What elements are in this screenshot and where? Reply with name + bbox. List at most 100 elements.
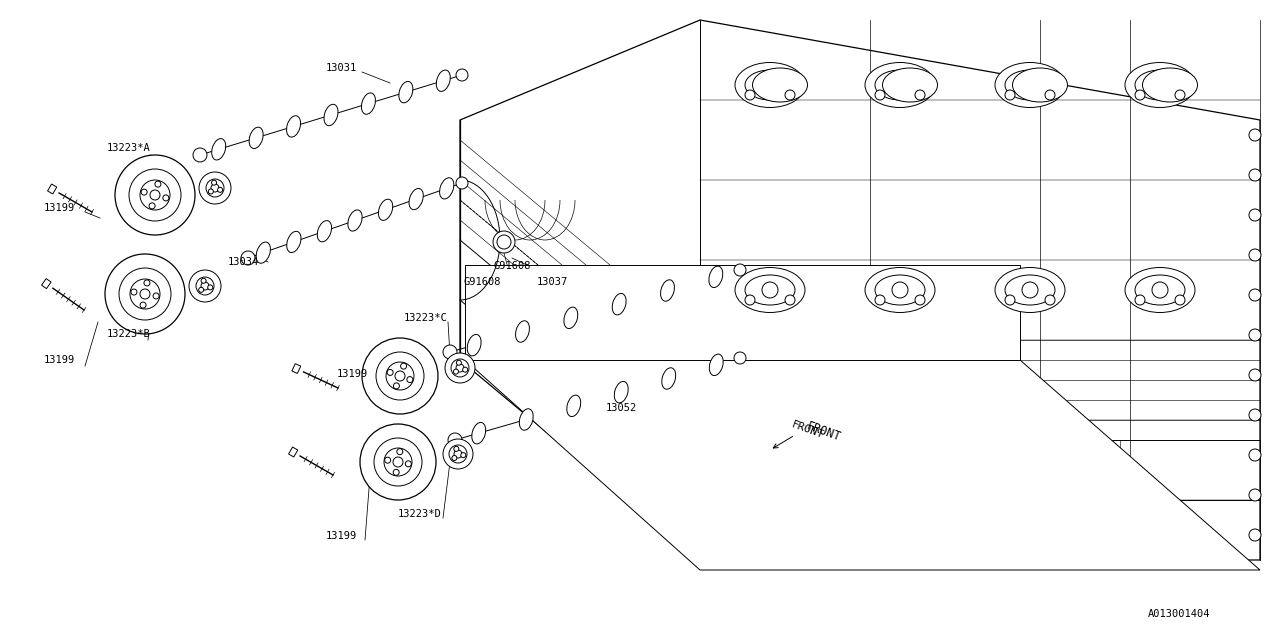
Polygon shape [288, 447, 298, 457]
Ellipse shape [876, 70, 925, 100]
Text: 13034: 13034 [228, 257, 260, 267]
Circle shape [163, 195, 169, 201]
Text: 13037: 13037 [538, 277, 568, 287]
Ellipse shape [1012, 68, 1068, 102]
Text: FRONT: FRONT [805, 420, 844, 444]
Ellipse shape [287, 231, 301, 253]
Circle shape [1152, 77, 1169, 93]
Circle shape [745, 90, 755, 100]
Text: 13199: 13199 [326, 531, 357, 541]
Ellipse shape [472, 422, 485, 444]
Circle shape [443, 345, 457, 359]
Polygon shape [41, 278, 51, 289]
Ellipse shape [361, 93, 375, 115]
Circle shape [1152, 282, 1169, 298]
Ellipse shape [324, 104, 338, 125]
Ellipse shape [317, 221, 332, 242]
Circle shape [1249, 489, 1261, 501]
Circle shape [105, 254, 186, 334]
Circle shape [462, 367, 467, 372]
Text: G91608: G91608 [463, 277, 500, 287]
Text: 13199: 13199 [44, 355, 76, 365]
Circle shape [393, 457, 403, 467]
Circle shape [733, 352, 746, 364]
Circle shape [1005, 295, 1015, 305]
Circle shape [457, 360, 461, 365]
Circle shape [140, 289, 150, 299]
Circle shape [141, 189, 147, 195]
Circle shape [1249, 129, 1261, 141]
Circle shape [785, 295, 795, 305]
Circle shape [1044, 90, 1055, 100]
Circle shape [745, 295, 755, 305]
Circle shape [1175, 295, 1185, 305]
Circle shape [140, 180, 170, 210]
Text: FRONT: FRONT [790, 420, 826, 440]
Circle shape [1249, 169, 1261, 181]
Ellipse shape [709, 354, 723, 376]
Circle shape [1249, 289, 1261, 301]
Ellipse shape [1135, 70, 1185, 100]
Circle shape [497, 235, 511, 249]
Circle shape [1044, 295, 1055, 305]
Ellipse shape [660, 280, 675, 301]
Ellipse shape [564, 307, 577, 328]
Ellipse shape [256, 242, 270, 263]
Circle shape [456, 364, 465, 372]
Circle shape [1249, 249, 1261, 261]
Ellipse shape [211, 139, 225, 160]
Circle shape [762, 77, 778, 93]
Circle shape [1175, 90, 1185, 100]
Circle shape [445, 353, 475, 383]
Circle shape [785, 90, 795, 100]
Text: 13223*C: 13223*C [404, 313, 448, 323]
Circle shape [461, 452, 466, 458]
Circle shape [449, 445, 467, 463]
Circle shape [892, 77, 908, 93]
Circle shape [915, 90, 925, 100]
Ellipse shape [410, 188, 424, 210]
Polygon shape [465, 265, 1020, 360]
Ellipse shape [1005, 275, 1055, 305]
Circle shape [1021, 282, 1038, 298]
Circle shape [1021, 77, 1038, 93]
Ellipse shape [1005, 70, 1055, 100]
Circle shape [452, 456, 457, 461]
Circle shape [198, 287, 204, 292]
Circle shape [876, 90, 884, 100]
Circle shape [211, 184, 219, 192]
Circle shape [387, 369, 393, 376]
Circle shape [733, 264, 746, 276]
Ellipse shape [865, 268, 934, 312]
Circle shape [384, 448, 412, 476]
Circle shape [140, 302, 146, 308]
Ellipse shape [612, 293, 626, 315]
Circle shape [1135, 90, 1146, 100]
Circle shape [393, 469, 399, 476]
Ellipse shape [882, 68, 937, 102]
Circle shape [143, 280, 150, 286]
Circle shape [206, 179, 224, 197]
Ellipse shape [1125, 63, 1196, 108]
Circle shape [1249, 209, 1261, 221]
Ellipse shape [1143, 68, 1198, 102]
Ellipse shape [876, 275, 925, 305]
Circle shape [1249, 529, 1261, 541]
Ellipse shape [745, 275, 795, 305]
Circle shape [374, 438, 422, 486]
Circle shape [456, 177, 468, 189]
Ellipse shape [567, 395, 581, 417]
Circle shape [1135, 295, 1146, 305]
Circle shape [155, 181, 161, 187]
Ellipse shape [614, 381, 628, 403]
Ellipse shape [735, 63, 805, 108]
Text: 13223*A: 13223*A [108, 143, 151, 153]
Circle shape [376, 352, 424, 400]
Text: 13199: 13199 [337, 369, 369, 379]
Circle shape [493, 231, 515, 253]
Circle shape [360, 424, 436, 500]
Ellipse shape [436, 70, 451, 92]
Circle shape [1249, 369, 1261, 381]
Circle shape [387, 362, 413, 390]
Ellipse shape [735, 268, 805, 312]
